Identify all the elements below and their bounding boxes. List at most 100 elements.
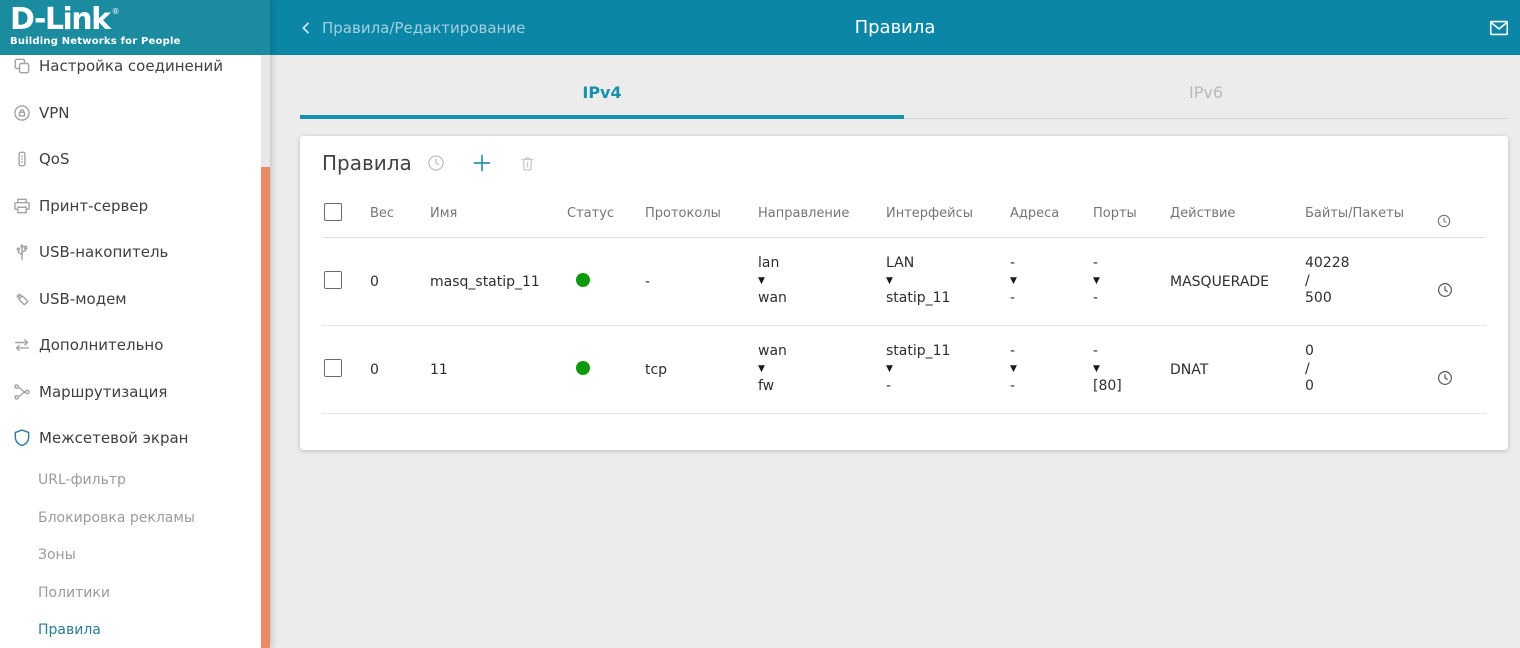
direction-arrow-icon: ▼ [758, 363, 765, 374]
col-header-protocols: Протоколы [645, 206, 721, 221]
cell-bytes-packets: 0/0 [1305, 343, 1314, 395]
mail-icon[interactable] [1488, 17, 1510, 39]
sidebar-item-routing[interactable]: Маршрутизация [0, 369, 270, 416]
cell-weight: 0 [370, 361, 379, 378]
direction-arrow-icon: ▼ [886, 363, 893, 374]
sidebar-subitem-rules[interactable]: Правила [0, 612, 270, 648]
breadcrumb-back[interactable]: Правила/Редактирование [298, 0, 525, 55]
sidebar: D-Link ® Building Networks for People На… [0, 0, 270, 648]
row-checkbox[interactable] [324, 270, 342, 289]
sidebar-item-label: Межсетевой экран [39, 429, 189, 448]
row-schedule-clock-icon[interactable] [1436, 369, 1486, 387]
cell-name: 11 [430, 361, 448, 378]
sidebar-item-label: VPN [39, 103, 70, 122]
cell-weight: 0 [370, 273, 379, 290]
sidebar-subitem-label: Правила [38, 622, 101, 639]
sidebar-subitem-label: Политики [38, 584, 110, 601]
cell-protocols: tcp [645, 361, 668, 378]
direction-arrow-icon: ▼ [1093, 363, 1100, 374]
cell-status [563, 360, 641, 379]
sidebar-subitem-label: Зоны [38, 547, 76, 564]
sidebar-subitem-ad-blocking[interactable]: Блокировка рекламы [0, 499, 270, 537]
firewall-shield-icon [12, 428, 32, 448]
sidebar-scrollbar-thumb[interactable] [261, 167, 270, 648]
printer-icon [12, 196, 32, 216]
sidebar-item-label: Маршрутизация [39, 382, 168, 401]
brand-tagline: Building Networks for People [10, 36, 181, 47]
cell-ports: - ▼ [80] [1089, 343, 1166, 396]
registered-mark: ® [111, 7, 120, 16]
cell-ports: - ▼ - [1089, 255, 1166, 308]
sidebar-item-qos[interactable]: QoS [0, 136, 270, 183]
tab-ipv6[interactable]: IPv6 [904, 81, 1508, 119]
cell-direction: lan ▼ wan [754, 255, 882, 308]
sidebar-subitem-label: URL-фильтр [38, 472, 126, 489]
delete-rule-button[interactable] [518, 154, 537, 173]
col-header-ports: Порты [1093, 206, 1137, 221]
direction-arrow-icon: ▼ [886, 275, 893, 286]
direction-arrow-icon: ▼ [1010, 275, 1017, 286]
col-header-addresses: Адреса [1010, 206, 1060, 221]
schedule-clock-icon[interactable] [426, 153, 446, 173]
sidebar-item-label: Настройка соединений [39, 57, 224, 76]
table-header-row: Вес Имя Статус Протоколы Направление Инт… [322, 190, 1486, 238]
direction-arrow-icon: ▼ [1093, 275, 1100, 286]
sidebar-item-usb-modem[interactable]: USB-модем [0, 276, 270, 323]
sidebar-item-label: USB-накопитель [39, 243, 169, 262]
sidebar-item-connections[interactable]: Настройка соединений [0, 43, 270, 90]
rules-card: Правила Вес Имя Статус Протоколы Направл… [300, 136, 1508, 450]
connections-icon [12, 56, 32, 76]
col-header-action: Действие [1170, 206, 1236, 221]
sidebar-item-label: Принт-сервер [39, 196, 149, 215]
breadcrumb: Правила/Редактирование [322, 18, 526, 37]
sidebar-item-vpn[interactable]: VPN [0, 90, 270, 137]
dlink-logo: D-Link ® Building Networks for People [0, 0, 270, 55]
status-enabled-indicator [576, 272, 590, 287]
cell-addresses: - ▼ - [1006, 255, 1089, 308]
cell-bytes-packets: 40228/500 [1305, 255, 1350, 307]
row-schedule-clock-icon[interactable] [1436, 281, 1486, 299]
col-header-bytes-packets: Байты/Пакеты [1305, 206, 1404, 221]
main-content: IPv4 IPv6 Правила Вес Имя Статус Протоко… [270, 55, 1520, 648]
table-row: 0 masq_statip_11- lan ▼ wan LAN ▼ statip_11- ▼ - -… [322, 238, 1486, 326]
select-all-checkbox[interactable] [324, 202, 342, 221]
sidebar-subitem-zones[interactable]: Зоны [0, 537, 270, 575]
cell-name: masq_statip_11 [430, 273, 540, 290]
sidebar-item-print-server[interactable]: Принт-сервер [0, 183, 270, 230]
qos-icon [12, 149, 32, 169]
usb-storage-icon [12, 242, 32, 262]
col-header-weight: Вес [370, 206, 395, 221]
sidebar-item-advanced[interactable]: Дополнительно [0, 322, 270, 369]
cell-direction: wan ▼ fw [754, 343, 882, 396]
table-body: 0 masq_statip_11- lan ▼ wan LAN ▼ statip_11- ▼ - -… [322, 238, 1486, 414]
back-chevron-icon [298, 20, 314, 36]
table-row: 0 11 tcp wan ▼ fw statip_11 ▼ - - ▼ - - ▼ [80] DNAT 0/0 [322, 326, 1486, 414]
cell-protocols: - [645, 273, 651, 290]
sidebar-item-usb-storage[interactable]: USB-накопитель [0, 229, 270, 276]
sidebar-item-firewall[interactable]: Межсетевой экран [0, 415, 270, 462]
advanced-icon [12, 335, 32, 355]
card-title: Правила [322, 151, 412, 175]
card-header: Правила [322, 136, 1486, 190]
cell-action: MASQUERADE [1170, 273, 1270, 290]
col-header-name: Имя [430, 206, 458, 221]
cell-action: DNAT [1170, 361, 1209, 378]
status-enabled-indicator [576, 360, 590, 375]
col-header-interfaces: Интерфейсы [886, 206, 974, 221]
sidebar-item-label: QoS [39, 150, 70, 169]
sidebar-subitem-policies[interactable]: Политики [0, 574, 270, 612]
row-checkbox[interactable] [324, 358, 342, 377]
sidebar-item-label: USB-модем [39, 289, 127, 308]
direction-arrow-icon: ▼ [758, 275, 765, 286]
sidebar-subitem-url-filter[interactable]: URL-фильтр [0, 462, 270, 500]
cell-status [563, 272, 641, 291]
tab-ipv4[interactable]: IPv4 [300, 81, 904, 119]
sidebar-menu: Настройка соединений VPN QoS Принт-серве… [0, 43, 270, 648]
usb-modem-icon [12, 289, 32, 309]
topbar: Правила/Редактирование Правила [270, 0, 1520, 55]
sidebar-subitem-label: Блокировка рекламы [38, 509, 195, 526]
add-rule-button[interactable] [470, 151, 494, 175]
cell-addresses: - ▼ - [1006, 343, 1089, 396]
col-header-direction: Направление [758, 206, 850, 221]
routing-icon [12, 382, 32, 402]
